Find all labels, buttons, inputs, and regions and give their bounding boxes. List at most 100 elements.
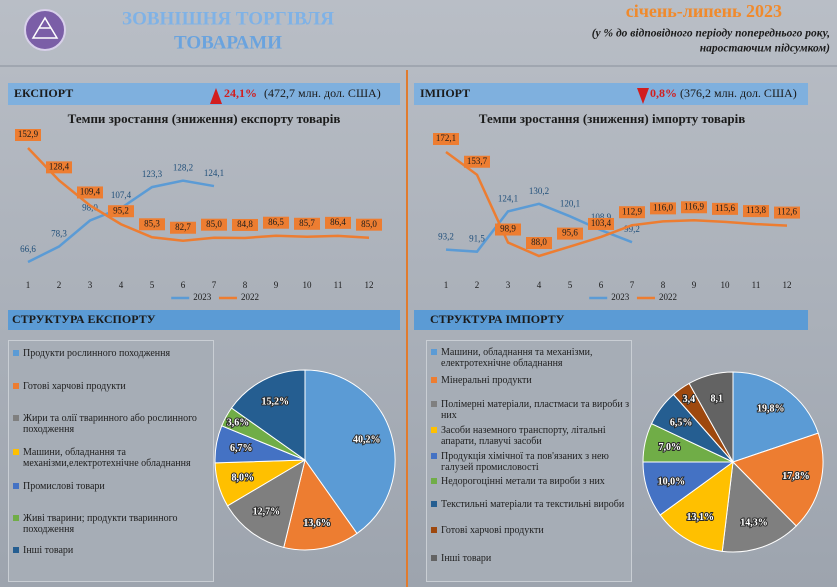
data-label: 12,7% — [253, 506, 281, 517]
label-box — [774, 206, 800, 219]
data-label: 6,7% — [230, 443, 253, 454]
label-box — [294, 217, 320, 230]
section-bar — [414, 310, 808, 330]
label-box — [588, 217, 614, 230]
legend-label: Продукція хімічної та пов'язаних з нею г… — [441, 451, 609, 473]
data-label: 98,0 — [82, 203, 98, 213]
label-box — [526, 237, 552, 249]
note: наростаючим підсумком) — [700, 43, 830, 55]
x-tick-label: 12 — [365, 280, 374, 290]
data-label: 8,0% — [232, 472, 255, 483]
label-box — [356, 218, 382, 231]
title: ТОВАРАМИ — [174, 32, 282, 53]
data-label: 8,1 — [710, 394, 723, 405]
data-label: 6,5% — [670, 417, 693, 428]
legend-label: Недорогоцінні метали та вироби з них — [441, 476, 605, 487]
data-label: 7,0% — [659, 442, 682, 453]
data-label: 124,1 — [204, 168, 224, 178]
legend-item: Засоби наземного транспорту, літальні ап… — [431, 425, 637, 447]
data-label: 116,0 — [653, 202, 673, 212]
legend-label: Жири та олії тваринного або рослинного п… — [23, 413, 197, 435]
export-change: 24,1% — [224, 86, 257, 100]
label-box — [46, 161, 72, 174]
period: січень-липень 2023 — [626, 1, 782, 21]
data-label: 103,4 — [591, 218, 612, 228]
x-tick-label: 4 — [119, 280, 124, 290]
data-label: 85,3 — [144, 218, 160, 228]
legend-label: 2023 — [611, 292, 630, 302]
legend: Продукти рослинного походження Готові хар… — [8, 340, 214, 582]
import-change: 0,8% — [650, 86, 677, 100]
logo — [24, 9, 66, 51]
data-label: 85,0 — [206, 219, 222, 229]
import-bar — [414, 83, 808, 105]
x-tick-label: 2 — [57, 280, 62, 290]
data-label: 123,3 — [142, 169, 163, 179]
x-tick-label: 11 — [334, 280, 343, 290]
series-line — [445, 202, 633, 253]
data-label: 98,9 — [500, 224, 516, 234]
pie-slice — [230, 369, 306, 461]
export-amount: (472,7 млн. дол. США) — [264, 86, 381, 100]
up-arrow — [210, 88, 222, 104]
legend-label: Засоби наземного транспорту, літальні ап… — [441, 425, 606, 447]
label-box — [681, 201, 707, 214]
legend-label: Мінеральні продукти — [441, 375, 532, 386]
data-label: 19,8% — [757, 404, 785, 415]
legend-swatch — [431, 401, 437, 407]
label-box — [464, 155, 490, 168]
legend-swatch — [13, 515, 19, 521]
pie-slice — [659, 460, 734, 552]
label-box — [495, 223, 521, 236]
x-tick-label: 4 — [537, 280, 542, 290]
legend-label: Продукти рослинного походження — [23, 348, 171, 359]
data-label: 153,7 — [467, 156, 488, 166]
logo-icon — [31, 16, 59, 39]
label-box — [108, 205, 134, 218]
data-label: 3,4 — [683, 394, 696, 405]
legend-item: Полімерні матеріали, пластмаси та вироби… — [431, 399, 637, 421]
data-label: 99,2 — [624, 224, 640, 234]
legend-swatch — [431, 377, 437, 383]
legend-swatch — [13, 483, 19, 489]
data-label: 85,7 — [299, 218, 315, 228]
label-box — [232, 218, 258, 231]
data-label: 3,6% — [227, 417, 250, 428]
data-label: 95,6 — [562, 228, 578, 238]
section-title: СТРУКТУРА ІМПОРТУ — [430, 312, 565, 326]
pie-slice — [688, 371, 734, 464]
legend-label: Живі тварини; продукти тваринного походж… — [23, 513, 178, 535]
data-label: 93,2 — [438, 232, 454, 242]
legend-item: Мінеральні продукти — [431, 375, 637, 386]
section-title: СТРУКТУРА ЕКСПОРТУ — [12, 312, 156, 326]
legend-item: Недорогоцінні метали та вироби з них — [431, 476, 637, 487]
legend-swatch — [431, 453, 437, 459]
x-tick-label: 9 — [274, 280, 279, 290]
legend-swatch — [431, 527, 437, 533]
section-bar — [8, 310, 400, 330]
legend-swatch — [431, 555, 437, 561]
data-label: 86,5 — [268, 217, 284, 227]
label-box — [77, 186, 103, 199]
data-label: 95,2 — [113, 205, 129, 215]
label-box — [139, 218, 165, 231]
chart-title: Темпи зростання (зниження) експорту това… — [68, 111, 341, 126]
data-label: 82,7 — [175, 222, 191, 232]
data-label: 15,2% — [261, 397, 289, 408]
data-label: 86,4 — [330, 217, 346, 227]
label-box — [433, 133, 459, 145]
legend-label: 2022 — [241, 292, 259, 302]
legend-item: Інші товари — [431, 553, 637, 564]
data-label: 108,9 — [591, 212, 612, 222]
legend-label: Промислові товари — [23, 481, 105, 492]
data-label: 112,9 — [622, 206, 642, 216]
legend-label: Інші товари — [23, 545, 74, 556]
x-tick-label: 12 — [783, 280, 792, 290]
export-label: ЕКСПОРТ — [14, 86, 73, 100]
pie-slice — [304, 369, 396, 535]
data-label: 113,8 — [746, 205, 766, 215]
data-label: 84,8 — [237, 219, 253, 229]
data-label: 128,2 — [173, 163, 193, 173]
data-label: 78,3 — [51, 229, 67, 239]
x-tick-label: 7 — [212, 280, 217, 290]
